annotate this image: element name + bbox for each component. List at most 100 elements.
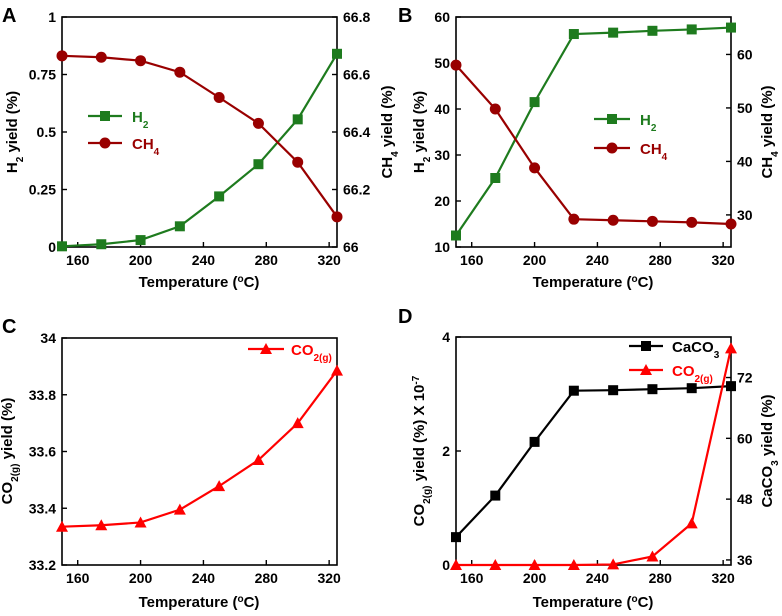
panel-label-d: D (398, 306, 412, 328)
series-line-co2g (61, 369, 338, 528)
legend-label-co2-c: CO2(g) (291, 342, 332, 364)
y-left-tick-label: 33.8 (29, 387, 56, 403)
data-point-h2 (292, 114, 303, 125)
y-right-tick-label: 48 (737, 491, 753, 507)
x-tick-label: 320 (711, 252, 735, 268)
y-right-tick-label: 60 (737, 430, 753, 446)
y-right-tick-label: 60 (737, 46, 753, 62)
y-right-axis-label-a: CH4 yield (%) (379, 85, 401, 178)
series-c (56, 364, 343, 532)
y-left-tick-label: 0.5 (37, 124, 57, 140)
y-left-ticks-c: 33.2 33.4 33.6 33.8 34 (29, 330, 67, 573)
data-point-ch4 (213, 92, 225, 103)
series-line-h2 (61, 53, 338, 248)
y-right-tick-label: 50 (737, 100, 753, 116)
x-tick-label: 160 (460, 252, 484, 268)
legend-label-ch4-b: CH4 (640, 141, 668, 163)
y-left-ticks-b: 10 20 30 40 50 60 (434, 9, 461, 255)
x-tick-label: 160 (460, 570, 484, 586)
data-point-ch4 (56, 50, 68, 62)
y-right-tick-label: 66.2 (343, 182, 370, 198)
y-right-axis-label-b: CH4 yield (%) (759, 85, 781, 178)
y-right-tick-label: 36 (737, 552, 753, 568)
plot-frame-b (455, 16, 732, 248)
data-point-co2g (685, 517, 698, 529)
x-tick-label: 280 (255, 252, 279, 268)
y-left-tick-label: 50 (434, 55, 450, 71)
data-point-ch4 (135, 55, 147, 67)
panel-label-a: A (2, 5, 16, 27)
data-point-h2 (96, 239, 107, 250)
data-point-ch4 (607, 214, 619, 226)
x-axis-label-a: Temperature (oC) (139, 274, 260, 292)
legend-marker-h2-a (100, 111, 110, 121)
data-point-ch4 (489, 103, 501, 115)
data-point-co2g (252, 454, 265, 466)
data-point-caco3 (726, 381, 736, 392)
x-tick-label: 320 (317, 570, 341, 586)
x-tick-label: 280 (255, 570, 279, 586)
y-right-ticks-b: 30 40 50 60 (726, 46, 753, 223)
y-left-tick-label: 33.6 (29, 444, 56, 460)
y-right-tick-label: 40 (737, 153, 753, 169)
x-tick-label: 320 (317, 252, 341, 268)
data-point-ch4 (450, 59, 462, 71)
data-point-ch4 (686, 216, 698, 228)
data-point-ch4 (95, 51, 107, 63)
x-tick-label: 160 (66, 570, 90, 586)
x-ticks-c: 160 200 240 280 320 (66, 560, 341, 586)
y-left-axis-label-c: CO2(g) yield (%) (0, 398, 21, 505)
data-point-co2g (528, 559, 541, 570)
y-left-tick-label: 40 (434, 101, 450, 117)
x-tick-label: 200 (523, 252, 547, 268)
legend-label-caco3-d: CaCO3 (672, 339, 720, 361)
y-left-tick-label: 34 (40, 330, 56, 346)
y-right-tick-label: 66.4 (343, 124, 370, 140)
y-right-tick-label: 30 (737, 207, 753, 223)
x-tick-label: 200 (523, 570, 547, 586)
legend-label-ch4-a: CH4 (132, 136, 160, 158)
legend-a: H2 CH4 (88, 109, 160, 158)
panel-label-b: B (398, 5, 412, 27)
data-point-caco3 (490, 490, 501, 501)
data-point-ch4 (292, 156, 304, 168)
y-right-ticks-d: 36 48 60 72 (726, 370, 753, 568)
legend-c: CO2(g) (248, 342, 332, 364)
series-a (56, 48, 343, 252)
y-left-tick-label: 1 (48, 9, 56, 25)
data-point-h2 (174, 221, 185, 232)
series-line-ch4 (61, 54, 338, 218)
x-tick-label: 240 (192, 252, 216, 268)
legend-b: H2 CH4 (594, 112, 668, 163)
data-point-co2g (173, 503, 186, 515)
data-point-co2g (291, 417, 304, 429)
data-point-h2 (647, 25, 658, 36)
legend-marker-co2-d (640, 364, 652, 375)
x-tick-label: 280 (649, 570, 673, 586)
y-left-axis-label-a: H2 yield (%) (4, 91, 26, 173)
data-point-h2 (726, 22, 736, 33)
data-point-h2 (332, 48, 342, 59)
x-axis-label-b: Temperature (oC) (533, 274, 654, 292)
y-left-tick-label: 30 (434, 147, 450, 163)
data-point-caco3 (686, 383, 697, 394)
y-left-tick-label: 2 (442, 443, 450, 459)
y-left-tick-label: 4 (442, 329, 450, 345)
x-ticks-d: 160 200 240 280 320 (460, 560, 735, 586)
data-point-caco3 (451, 532, 461, 543)
series-line-caco3 (455, 385, 732, 538)
y-right-tick-label: 66.8 (343, 9, 370, 25)
y-left-tick-label: 10 (434, 239, 450, 255)
y-right-ticks-a: 66 66.2 66.4 66.6 66.8 (332, 9, 370, 255)
data-point-h2 (529, 97, 540, 108)
data-point-caco3 (608, 385, 619, 396)
data-point-h2 (135, 235, 146, 246)
data-point-h2 (451, 230, 461, 241)
data-point-h2 (568, 29, 579, 40)
data-point-h2 (608, 27, 619, 38)
legend-label-h2-b: H2 (640, 112, 657, 134)
data-point-h2 (253, 159, 264, 170)
data-point-ch4 (174, 66, 186, 78)
